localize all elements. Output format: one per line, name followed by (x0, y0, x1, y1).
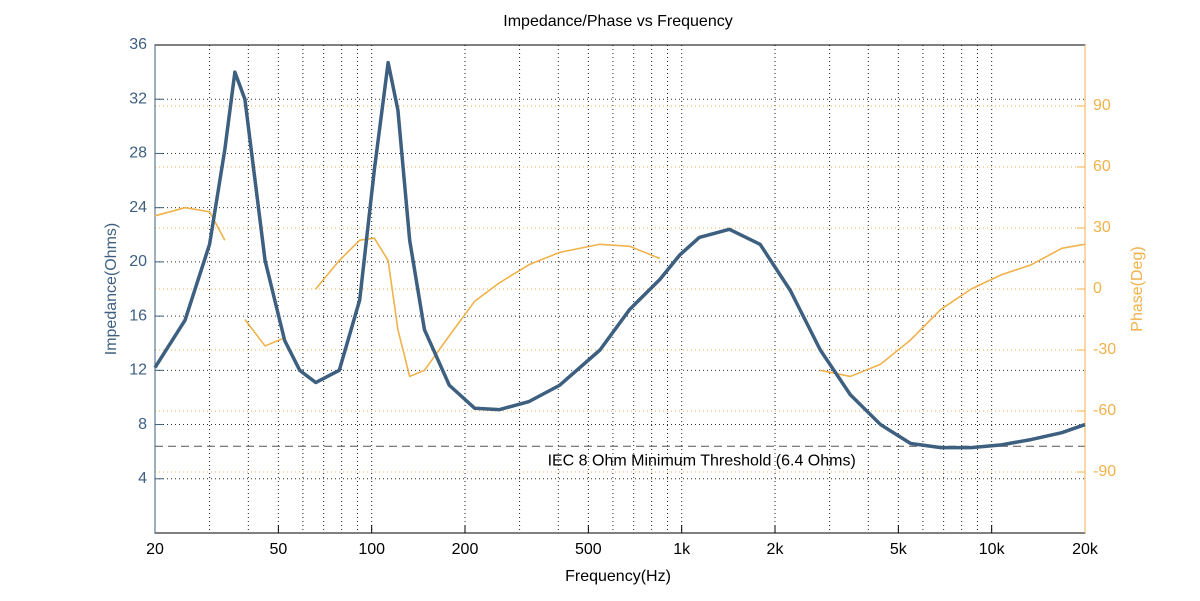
y-tick-label: 36 (129, 36, 147, 53)
y-tick-label: 24 (129, 199, 147, 216)
x-tick-label: 1k (673, 541, 691, 558)
x-tick-label: 100 (358, 541, 385, 558)
x-tick-label: 200 (452, 541, 479, 558)
x-tick-label: 20k (1072, 541, 1099, 558)
y-tick-label: 20 (129, 253, 147, 270)
series-line (153, 60, 1086, 450)
y2-tick-label: 30 (1093, 219, 1111, 236)
y-tick-label: 28 (129, 145, 147, 162)
x-tick-label: 20 (146, 541, 164, 558)
y-tick-label: 8 (138, 416, 147, 433)
chart-title: Impedance/Phase vs Frequency (503, 13, 732, 30)
y-tick-label: 4 (138, 470, 147, 487)
y2-tick-label: -90 (1093, 463, 1116, 480)
y2-tick-label: -30 (1093, 341, 1116, 358)
y-tick-label: 12 (129, 362, 147, 379)
threshold-label: IEC 8 Ohm Minimum Threshold (6.4 Ohms) (548, 452, 856, 469)
y-axis-label: Impedance(Ohms) (103, 223, 120, 356)
y2-tick-label: -60 (1093, 402, 1116, 419)
x-tick-label: 2k (767, 541, 785, 558)
x-tick-label: 5k (890, 541, 908, 558)
x-axis-label: Frequency(Hz) (565, 568, 671, 585)
y2-tick-label: 0 (1093, 280, 1102, 297)
y2-axis-label: Phase(Deg) (1129, 246, 1146, 331)
y-tick-label: 32 (129, 90, 147, 107)
series-line (154, 206, 1086, 378)
y2-tick-label: 60 (1093, 158, 1111, 175)
x-tick-label: 500 (575, 541, 602, 558)
x-tick-label: 10k (979, 541, 1006, 558)
y2-tick-label: 90 (1093, 97, 1111, 114)
x-tick-label: 50 (269, 541, 287, 558)
y-tick-label: 16 (129, 307, 147, 324)
